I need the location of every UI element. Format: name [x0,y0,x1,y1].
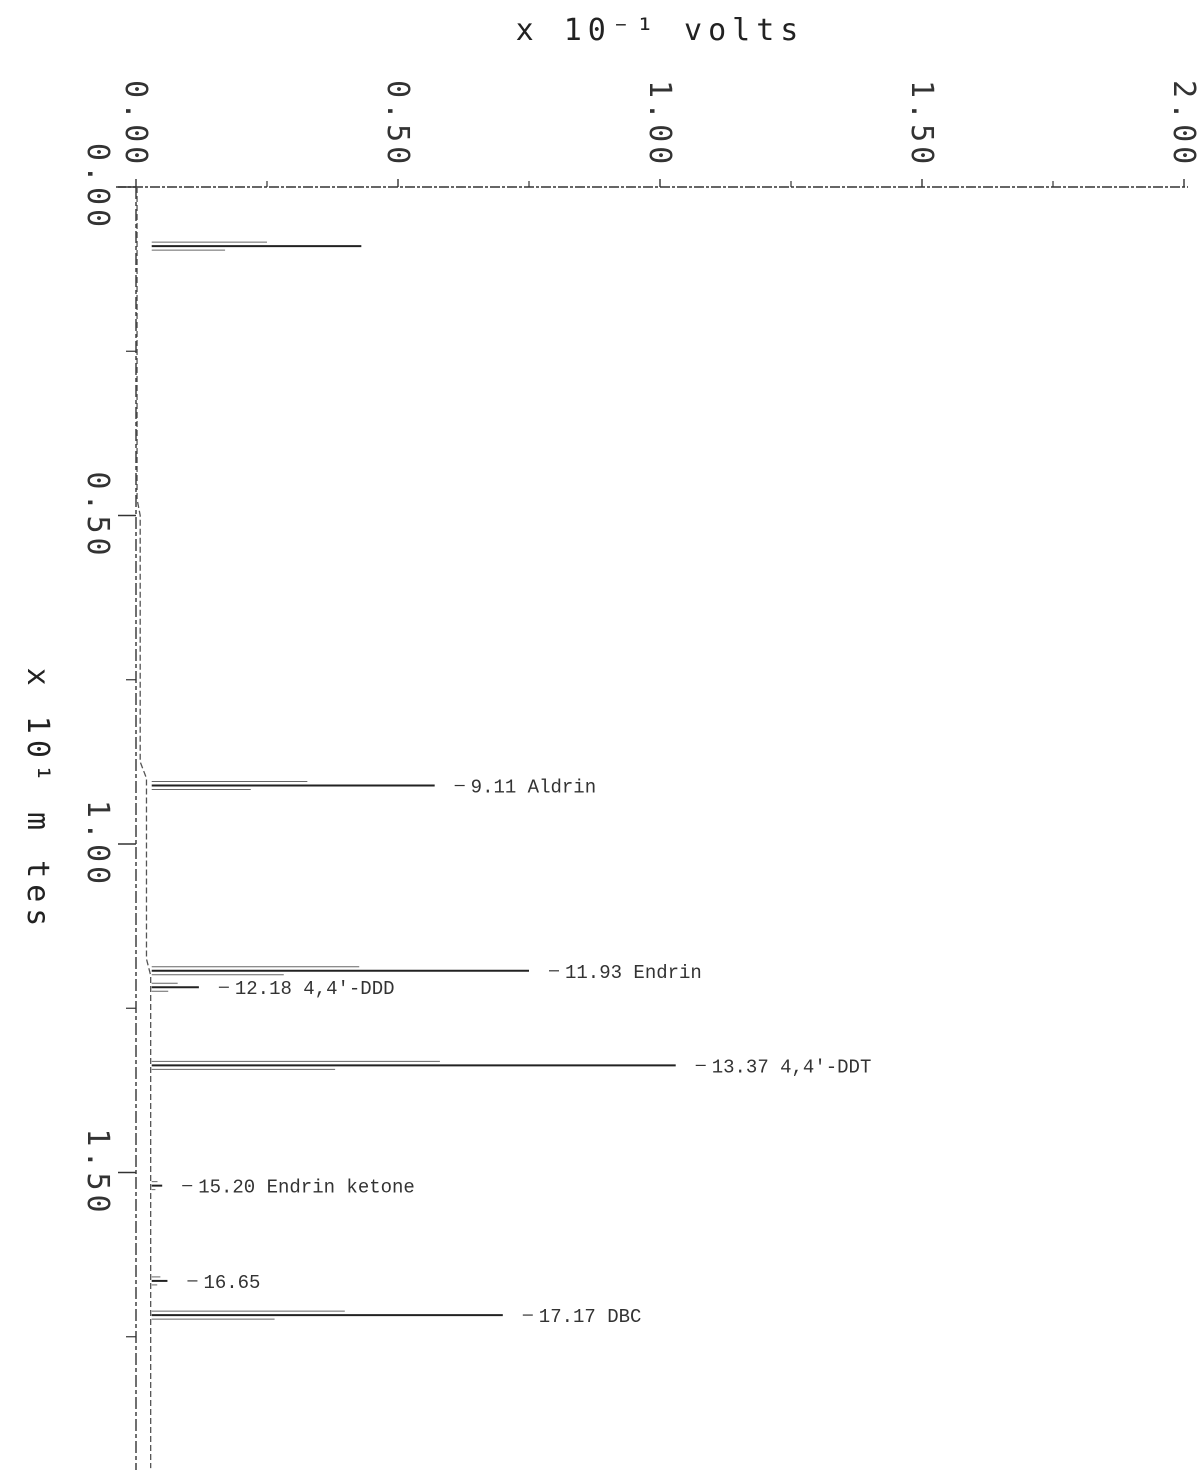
baseline-line [136,187,152,1469]
x-tick-label: 0.50 [380,80,415,168]
y-tick-label: 1.00 [80,800,115,888]
peak-label: 17.17 DBC [539,1306,642,1328]
x-tick-label: 1.50 [904,80,939,168]
peak-series [151,241,676,1320]
peak-labels: 9.11 Aldrin 11.93 Endrin 12.18 4,4'-DDD 13.… [182,777,872,1328]
y-tick-label: 0.50 [80,471,115,559]
peak-label: 13.37 4,4'-DDT [712,1056,872,1078]
chart-axes: 0.00 0.50 1.00 1.50 2.00 0.00 0.50 1.00 1.50 [80,80,1200,1470]
peak-label: 9.11 Aldrin [471,777,596,799]
peak-label: 12.18 4,4'-DDD [235,978,395,1000]
baseline-trace [136,187,152,1469]
x-axis-title: x 10⁻¹ volts [516,13,805,48]
y-tick-label: 1.50 [80,1128,115,1216]
x-tick-label: 0.00 [118,80,153,168]
y-axis-title: x 10¹ m tes [20,668,55,933]
peak-label: 11.93 Endrin [565,962,702,984]
peak-label: 16.65 [203,1272,260,1294]
x-tick-label: 2.00 [1166,80,1200,168]
x-tick-label: 1.00 [642,80,677,168]
y-tick-label: 0.00 [80,143,115,231]
peak-label: 15.20 Endrin ketone [198,1177,415,1199]
